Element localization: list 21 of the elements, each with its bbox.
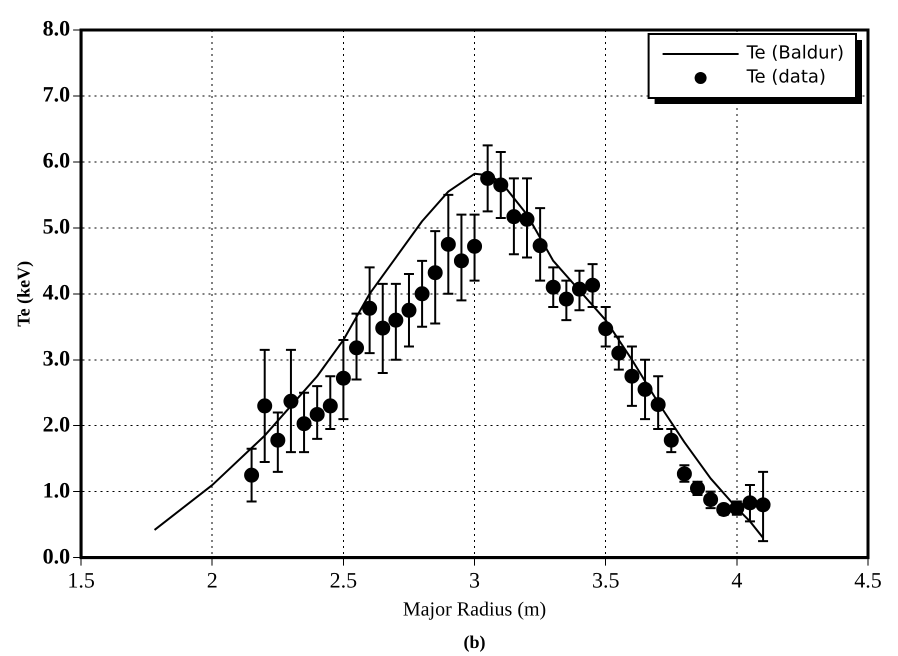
- y-tick-label: 8.0: [42, 16, 70, 41]
- legend-label: Te (Baldur): [746, 42, 844, 64]
- y-tick-label: 6.0: [42, 148, 70, 173]
- y-tick-label: 7.0: [42, 82, 70, 107]
- x-tick-label: 1.5: [67, 568, 95, 593]
- y-tick-label: 4.0: [42, 279, 70, 304]
- x-tick-label: 3: [469, 568, 480, 593]
- x-tick-label: 2: [206, 568, 218, 593]
- x-axis-title: Major Radius (m): [402, 598, 546, 620]
- y-tick-label: 2.0: [42, 411, 70, 436]
- x-tick-label: 3.5: [592, 568, 620, 593]
- y-tick-label: 3.0: [42, 345, 70, 370]
- x-tick-label: 4.5: [854, 568, 882, 593]
- x-tick-label: 4: [731, 568, 742, 593]
- x-tick-label: 2.5: [330, 568, 358, 593]
- text: (b): [464, 632, 486, 652]
- legend-label: Te (data): [746, 66, 826, 88]
- y-axis-title: Te (keV): [13, 260, 34, 327]
- y-tick-label: 0.0: [42, 543, 70, 568]
- y-tick-label: 5.0: [42, 214, 70, 239]
- y-tick-label: 1.0: [42, 477, 70, 502]
